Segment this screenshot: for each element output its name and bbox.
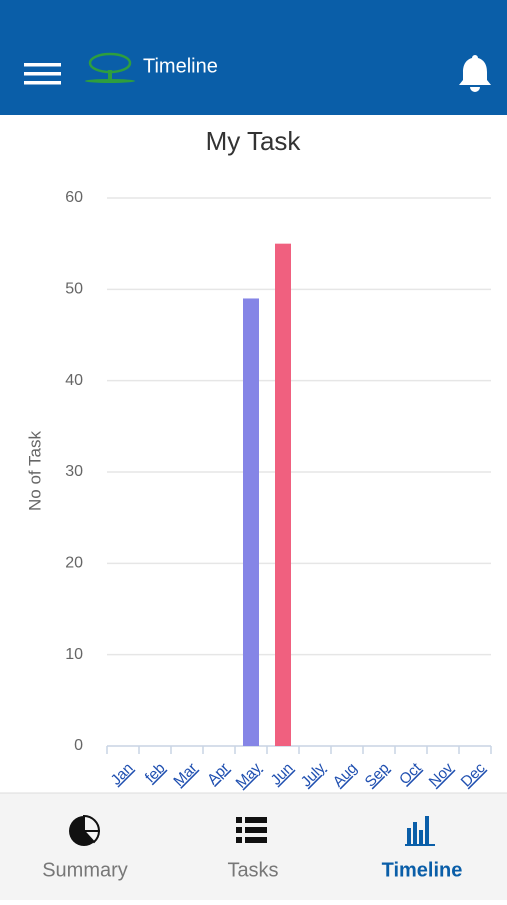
y-tick-label: 50 bbox=[65, 281, 83, 298]
x-tick-label[interactable]: Aug bbox=[330, 760, 361, 791]
x-tick-label[interactable]: Jun bbox=[268, 760, 297, 789]
y-tick-label: 0 bbox=[74, 737, 83, 754]
x-tick-label[interactable]: Jan bbox=[108, 760, 137, 789]
tab-label[interactable]: Tasks bbox=[227, 859, 278, 881]
x-tick-label[interactable]: July bbox=[298, 759, 329, 790]
bottom-nav bbox=[0, 793, 507, 900]
y-tick-label: 30 bbox=[65, 463, 83, 480]
x-tick-label[interactable]: Nov bbox=[426, 759, 457, 790]
x-tick-label[interactable]: Apr bbox=[204, 760, 233, 789]
y-tick-label: 40 bbox=[65, 372, 83, 389]
app-title: Timeline bbox=[143, 55, 218, 77]
bar bbox=[243, 298, 259, 746]
tab-label[interactable]: Summary bbox=[42, 859, 128, 881]
plot: 0 10 20 30 40 50 60 Jan feb Mar Apr May Jun July Aug Se… bbox=[65, 189, 492, 792]
y-tick-label: 20 bbox=[65, 555, 83, 572]
x-tick-label[interactable]: feb bbox=[142, 760, 169, 787]
tasks-icon bbox=[236, 817, 267, 843]
bar bbox=[275, 243, 291, 746]
x-tick-label[interactable]: Dec bbox=[458, 759, 489, 790]
x-tick-label[interactable]: Sep bbox=[362, 760, 393, 791]
menu-button[interactable] bbox=[24, 63, 61, 85]
app-bar bbox=[0, 0, 507, 115]
y-tick-label: 60 bbox=[65, 189, 83, 206]
chart-title: My Task bbox=[206, 126, 302, 156]
summary-icon bbox=[69, 814, 101, 846]
logo bbox=[85, 52, 135, 83]
x-tick-label[interactable]: May bbox=[233, 759, 265, 791]
timeline-icon bbox=[405, 816, 435, 846]
notifications-button[interactable] bbox=[459, 55, 491, 92]
x-tick-label[interactable]: Mar bbox=[170, 760, 200, 790]
y-axis-label: No of Task bbox=[25, 431, 44, 512]
y-tick-label: 10 bbox=[65, 646, 83, 663]
tab-label[interactable]: Timeline bbox=[382, 859, 463, 881]
x-tick-label[interactable]: Oct bbox=[396, 759, 425, 788]
